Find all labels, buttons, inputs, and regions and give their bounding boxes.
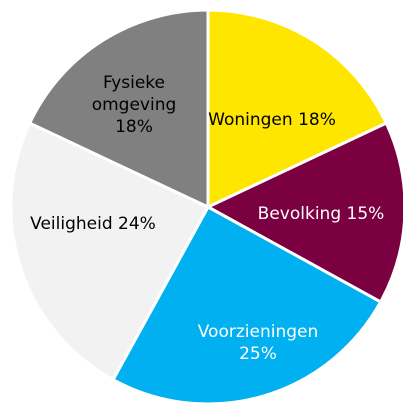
value-label: 18% — [115, 117, 153, 137]
value-label: 24% — [118, 214, 156, 234]
category-label: Bevolking — [257, 204, 342, 224]
slice-label: Bevolking 15% — [258, 203, 385, 225]
value-label: 15% — [346, 204, 385, 224]
value-label: 18% — [298, 110, 336, 130]
category-label: Veiligheid — [30, 214, 113, 234]
value-label: 25% — [239, 344, 277, 364]
pie-slice — [111, 204, 383, 403]
slice-label: Woningen 18% — [208, 109, 336, 131]
slice-label: Veiligheid 24% — [30, 213, 156, 235]
category-label: Fysieke omgeving — [91, 73, 177, 115]
pie-slice — [204, 121, 403, 304]
slice-label: Voorzieningen 25% — [193, 321, 323, 365]
slice-label: Fysieke omgeving 18% — [73, 72, 195, 138]
category-label: Voorzieningen — [197, 322, 319, 342]
pie-slice — [9, 121, 211, 382]
pie-slice — [206, 8, 389, 210]
pie-slice — [27, 8, 210, 210]
category-label: Woningen — [208, 110, 293, 130]
